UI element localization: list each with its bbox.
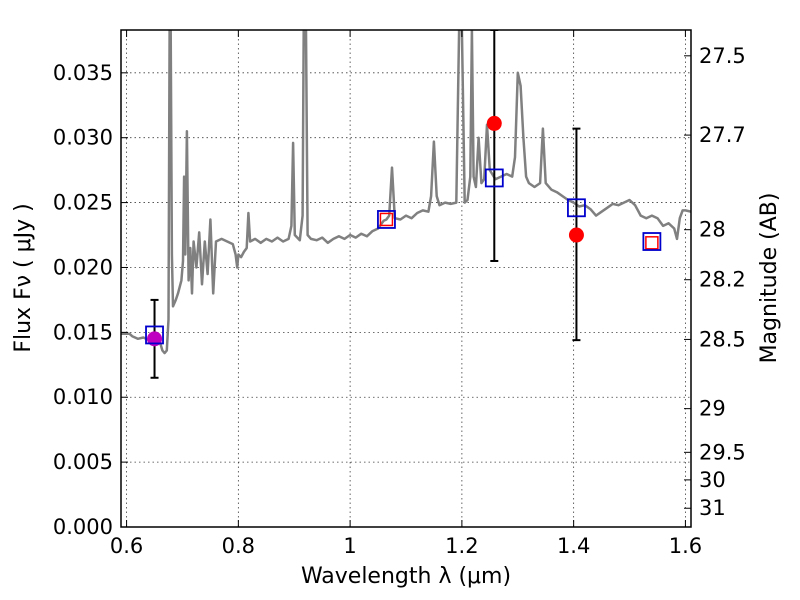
y2-tick-label: 28.2 (699, 268, 746, 292)
y-tick-label: 0.035 (53, 61, 113, 85)
plot-frame (120, 29, 692, 528)
x-tick-label: 1 (343, 534, 356, 558)
y-tick-label: 0.010 (53, 385, 113, 409)
y-tick-label: 0.030 (53, 126, 113, 150)
y2-tick-label: 31 (699, 496, 726, 520)
observed-points (147, 115, 659, 347)
observed-point (568, 227, 584, 243)
y2-tick-label: 29.5 (699, 440, 746, 464)
x-tick-label: 0.6 (110, 534, 143, 558)
y-tick-label: 0.025 (53, 191, 113, 215)
y-axis-label: Flux Fν ( μJy ) (11, 203, 36, 352)
y2-tick-label: 29 (699, 397, 726, 421)
y-tick-label: 0.020 (53, 255, 113, 279)
plot-area (121, 30, 691, 379)
y2-axis-label: Magnitude (AB) (757, 193, 782, 364)
plot-background (121, 30, 691, 527)
model-point (567, 198, 586, 218)
y2-tick-label: 27.5 (699, 44, 746, 68)
axis-ticks: 0.6 0.8 1 1.2 1.4 1.6 0.000 0.005 0.010 0.015 0.02… (53, 30, 746, 558)
observed-point (379, 212, 394, 227)
x-tick-label: 1.6 (669, 534, 702, 558)
y2-tick-label: 28 (699, 218, 726, 242)
model-point (145, 325, 164, 345)
x-tick-label: 0.8 (222, 534, 255, 558)
y2-tick-label: 30 (699, 468, 726, 492)
y-tick-label: 0.005 (53, 450, 113, 474)
y-tick-label: 0.015 (53, 320, 113, 344)
model-point (484, 168, 504, 188)
x-axis-label: Wavelength λ (μm) (301, 564, 511, 589)
y-tick-label: 0.000 (53, 515, 113, 539)
model-point (377, 210, 396, 229)
model-points (145, 168, 662, 345)
model-point (642, 232, 662, 251)
y2-tick-label: 27.7 (699, 123, 746, 147)
x-tick-label: 1.4 (557, 534, 590, 558)
x-tick-label: 1.2 (445, 534, 478, 558)
y2-tick-label: 28.5 (699, 327, 746, 351)
observed-point (645, 236, 659, 250)
observed-point (486, 115, 502, 131)
